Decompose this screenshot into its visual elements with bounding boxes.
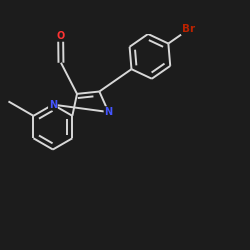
- Text: N: N: [104, 107, 112, 117]
- Text: O: O: [56, 31, 65, 41]
- Text: Br: Br: [182, 24, 195, 34]
- Text: N: N: [49, 100, 57, 110]
